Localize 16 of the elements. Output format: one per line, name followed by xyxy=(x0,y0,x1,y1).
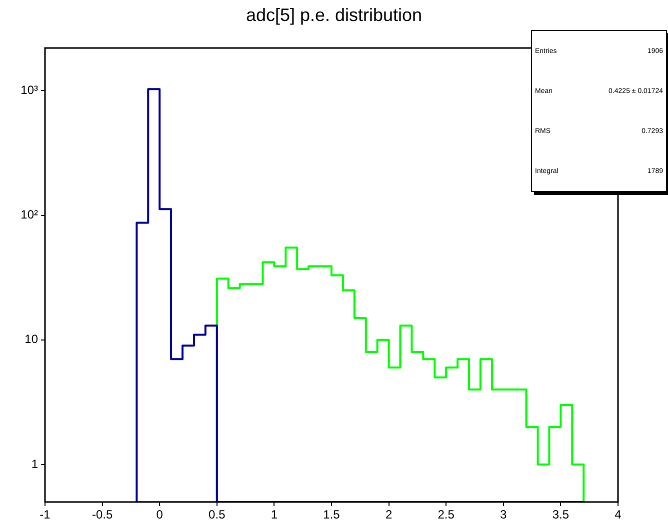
y-tick-label: 10² xyxy=(20,208,38,222)
y-tick-label: 1 xyxy=(31,456,38,471)
x-tick-label: 1.5 xyxy=(323,508,340,522)
x-tick-label: 4 xyxy=(614,508,622,522)
x-tick-label: 3.5 xyxy=(552,508,570,522)
x-tick-label: 3 xyxy=(500,508,508,522)
x-tick-label: 2 xyxy=(385,508,392,522)
x-tick-label: -1 xyxy=(40,508,51,522)
x-tick-label: -0.5 xyxy=(92,508,113,522)
x-tick-label: 0.5 xyxy=(208,508,226,522)
y-tick-label: 10 xyxy=(24,332,38,346)
x-tick-label: 0 xyxy=(156,508,164,522)
chart-title: adc[5] p.e. distribution xyxy=(246,4,422,25)
x-tick-label: 2.5 xyxy=(438,508,455,522)
x-tick-label: 1 xyxy=(270,508,278,522)
y-tick-label: 10³ xyxy=(20,82,38,97)
